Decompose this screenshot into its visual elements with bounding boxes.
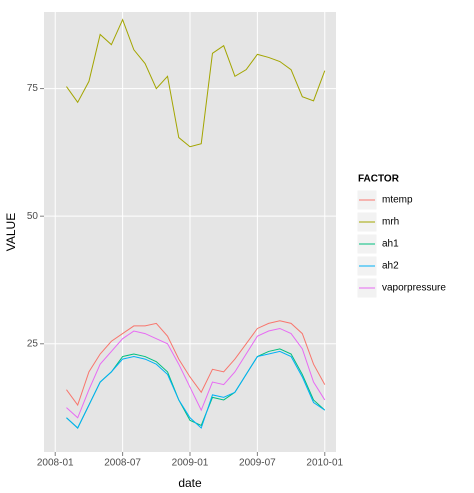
- legend-label: ah2: [382, 261, 399, 272]
- line: [66, 350, 326, 429]
- x-tick-label: 2010-01: [306, 458, 343, 469]
- y-tick-label: 25: [27, 338, 39, 349]
- line: [66, 320, 326, 407]
- x-axis-title: date: [178, 476, 202, 490]
- y-tick-label: 75: [27, 83, 39, 94]
- legend-label: ah1: [382, 239, 399, 250]
- line: [66, 18, 326, 148]
- legend-title: FACTOR: [358, 174, 400, 185]
- legend-label: mrh: [382, 217, 399, 228]
- x-tick-label: 2008-07: [104, 458, 141, 469]
- y-axis-title: VALUE: [4, 213, 18, 251]
- legend-label: vaporpressure: [382, 283, 446, 294]
- x-tick-label: 2008-01: [37, 458, 74, 469]
- x-tick-label: 2009-01: [172, 458, 209, 469]
- legend-label: mtemp: [382, 195, 413, 206]
- x-tick-label: 2009-07: [239, 458, 276, 469]
- y-tick-label: 50: [27, 211, 39, 222]
- line: [66, 327, 326, 419]
